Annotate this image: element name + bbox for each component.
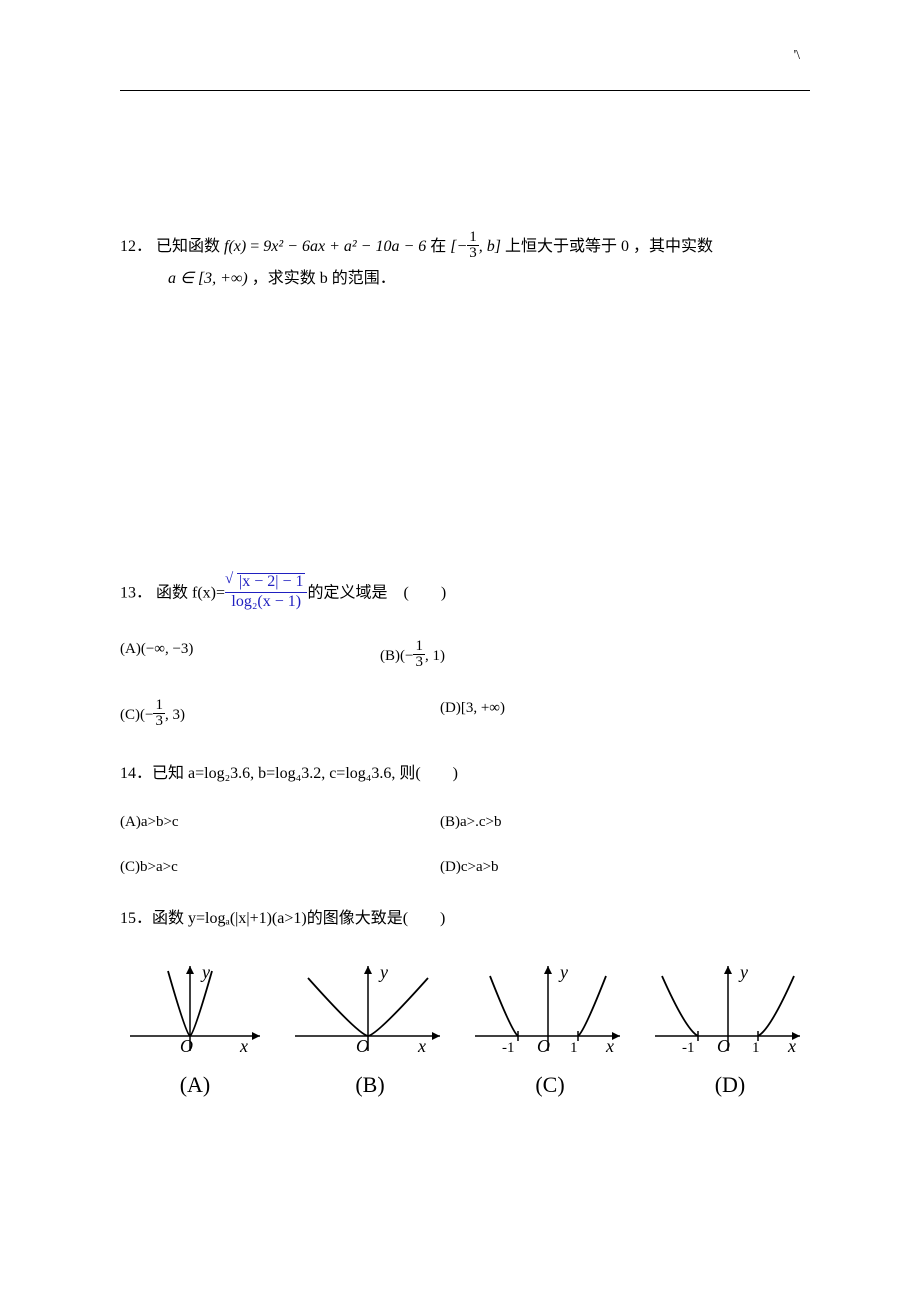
q14-opt-b: (B)a>.c>b bbox=[440, 814, 501, 831]
q12-eq: = bbox=[250, 238, 263, 255]
q14-options-row2: (C)b>a>c (D)c>a>b bbox=[120, 859, 810, 876]
graph-a-label: (A) bbox=[120, 1072, 270, 1098]
q14-opt-d: (D)c>a>b bbox=[440, 859, 499, 876]
q12-int-open: [− bbox=[450, 238, 467, 255]
svg-text:O: O bbox=[356, 1036, 369, 1056]
svg-text:y: y bbox=[738, 962, 748, 982]
q12-a-range: a ∈ [3, +∞) bbox=[168, 270, 248, 287]
graph-d-svg: y -1 O 1 x bbox=[650, 956, 810, 1066]
svg-text:O: O bbox=[537, 1036, 550, 1056]
svg-text:-1: -1 bbox=[502, 1040, 515, 1056]
svg-text:O: O bbox=[717, 1036, 730, 1056]
q13-b-frac-den: 3 bbox=[413, 655, 425, 670]
q12-func: f(x) bbox=[224, 238, 246, 255]
svg-text:x: x bbox=[239, 1036, 248, 1056]
q13-options-row2: (C)(−13, 3) (D)[3, +∞) bbox=[120, 700, 810, 731]
q13-opt-c: (C)(−13, 3) bbox=[120, 700, 380, 731]
svg-text:1: 1 bbox=[752, 1040, 760, 1056]
q13-c-frac-num: 1 bbox=[153, 698, 165, 714]
svg-text:x: x bbox=[605, 1036, 614, 1056]
q13-opt-b: (B)(−13, 1) bbox=[380, 641, 640, 672]
q13-opt-d: (D)[3, +∞) bbox=[380, 700, 700, 731]
q13-suffix: 的定义域是 ( ) bbox=[307, 584, 446, 601]
graph-d: y -1 O 1 x (D) bbox=[650, 956, 810, 1098]
svg-text:-1: -1 bbox=[682, 1040, 695, 1056]
q13-options-row1: (A)(−∞, −3) (B)(−13, 1) bbox=[120, 641, 810, 672]
graph-b-svg: y O x bbox=[290, 956, 450, 1066]
graph-b: y O x (B) bbox=[290, 956, 450, 1098]
q12-tail: 上恒大于或等于 0 ，其中实数 bbox=[505, 238, 713, 255]
q12-poly: 9x² − 6ax + a² − 10a − 6 bbox=[263, 238, 426, 255]
top-rule bbox=[120, 90, 810, 91]
svg-text:x: x bbox=[417, 1036, 426, 1056]
q12-frac-num: 1 bbox=[467, 230, 479, 246]
corner-mark: '\ bbox=[794, 48, 800, 64]
graph-b-label: (B) bbox=[290, 1072, 450, 1098]
q13-sqrt-inner: |x − 2| − 1 bbox=[237, 573, 305, 591]
svg-text:y: y bbox=[200, 962, 210, 982]
svg-text:1: 1 bbox=[570, 1040, 578, 1056]
graph-a-svg: y O x bbox=[120, 956, 270, 1066]
q12-num: 12． bbox=[120, 238, 152, 255]
graph-c: y -1 O 1 x (C) bbox=[470, 956, 630, 1098]
q13-b-suffix: , 1) bbox=[425, 648, 445, 664]
q15-graphs: y O x (A) y O x (B) bbox=[120, 956, 810, 1098]
svg-text:y: y bbox=[558, 962, 568, 982]
graph-d-label: (D) bbox=[650, 1072, 810, 1098]
q13-prefix: 函数 f(x)= bbox=[156, 584, 225, 601]
graph-c-svg: y -1 O 1 x bbox=[470, 956, 630, 1066]
svg-text:x: x bbox=[787, 1036, 796, 1056]
question-12: 12． 已知函数 f(x) = 9x² − 6ax + a² − 10a − 6… bbox=[120, 231, 810, 295]
q12-frac: 13 bbox=[467, 230, 479, 261]
svg-text:y: y bbox=[378, 962, 388, 982]
q12-prefix: 已知函数 bbox=[156, 238, 224, 255]
q14-options-row1: (A)a>b>c (B)a>.c>b bbox=[120, 814, 810, 831]
graph-a: y O x (A) bbox=[120, 956, 270, 1098]
q12-frac-den: 3 bbox=[467, 246, 479, 261]
graph-c-label: (C) bbox=[470, 1072, 630, 1098]
q13-c-frac: 13 bbox=[153, 698, 165, 729]
q13-num: 13． bbox=[120, 584, 152, 601]
q13-b-prefix: (B)(− bbox=[380, 648, 413, 664]
q12-int-close: , b] bbox=[479, 238, 501, 255]
q13-fraction: |x − 2| − 1 log₂(x − 1) bbox=[225, 573, 307, 611]
q14-opt-c: (C)b>a>c bbox=[120, 859, 440, 876]
q13-c-frac-den: 3 bbox=[153, 714, 165, 729]
q12-mid: 在 bbox=[430, 238, 450, 255]
q13-c-prefix: (C)(− bbox=[120, 707, 153, 723]
q13-opt-a: (A)(−∞, −3) bbox=[120, 641, 380, 672]
question-15: 15．函数 y=logₐ(|x|+1)(a>1)的图像大致是( ) bbox=[120, 906, 810, 932]
q14-opt-a: (A)a>b>c bbox=[120, 814, 440, 831]
q13-c-suffix: , 3) bbox=[165, 707, 185, 723]
question-13: 13． 函数 f(x)= |x − 2| − 1 log₂(x − 1) 的定义… bbox=[120, 575, 810, 613]
q13-frac-num: |x − 2| − 1 bbox=[225, 573, 307, 593]
q13-b-frac-num: 1 bbox=[413, 639, 425, 655]
q13-b-frac: 13 bbox=[413, 639, 425, 670]
q12-line2-tail: ，求实数 b 的范围． bbox=[252, 270, 396, 287]
q13-frac-den: log₂(x − 1) bbox=[225, 593, 307, 611]
question-14: 14．已知 a=log₂3.6, b=log₄3.2, c=log₄3.6, 则… bbox=[120, 761, 810, 787]
svg-text:O: O bbox=[180, 1036, 193, 1056]
